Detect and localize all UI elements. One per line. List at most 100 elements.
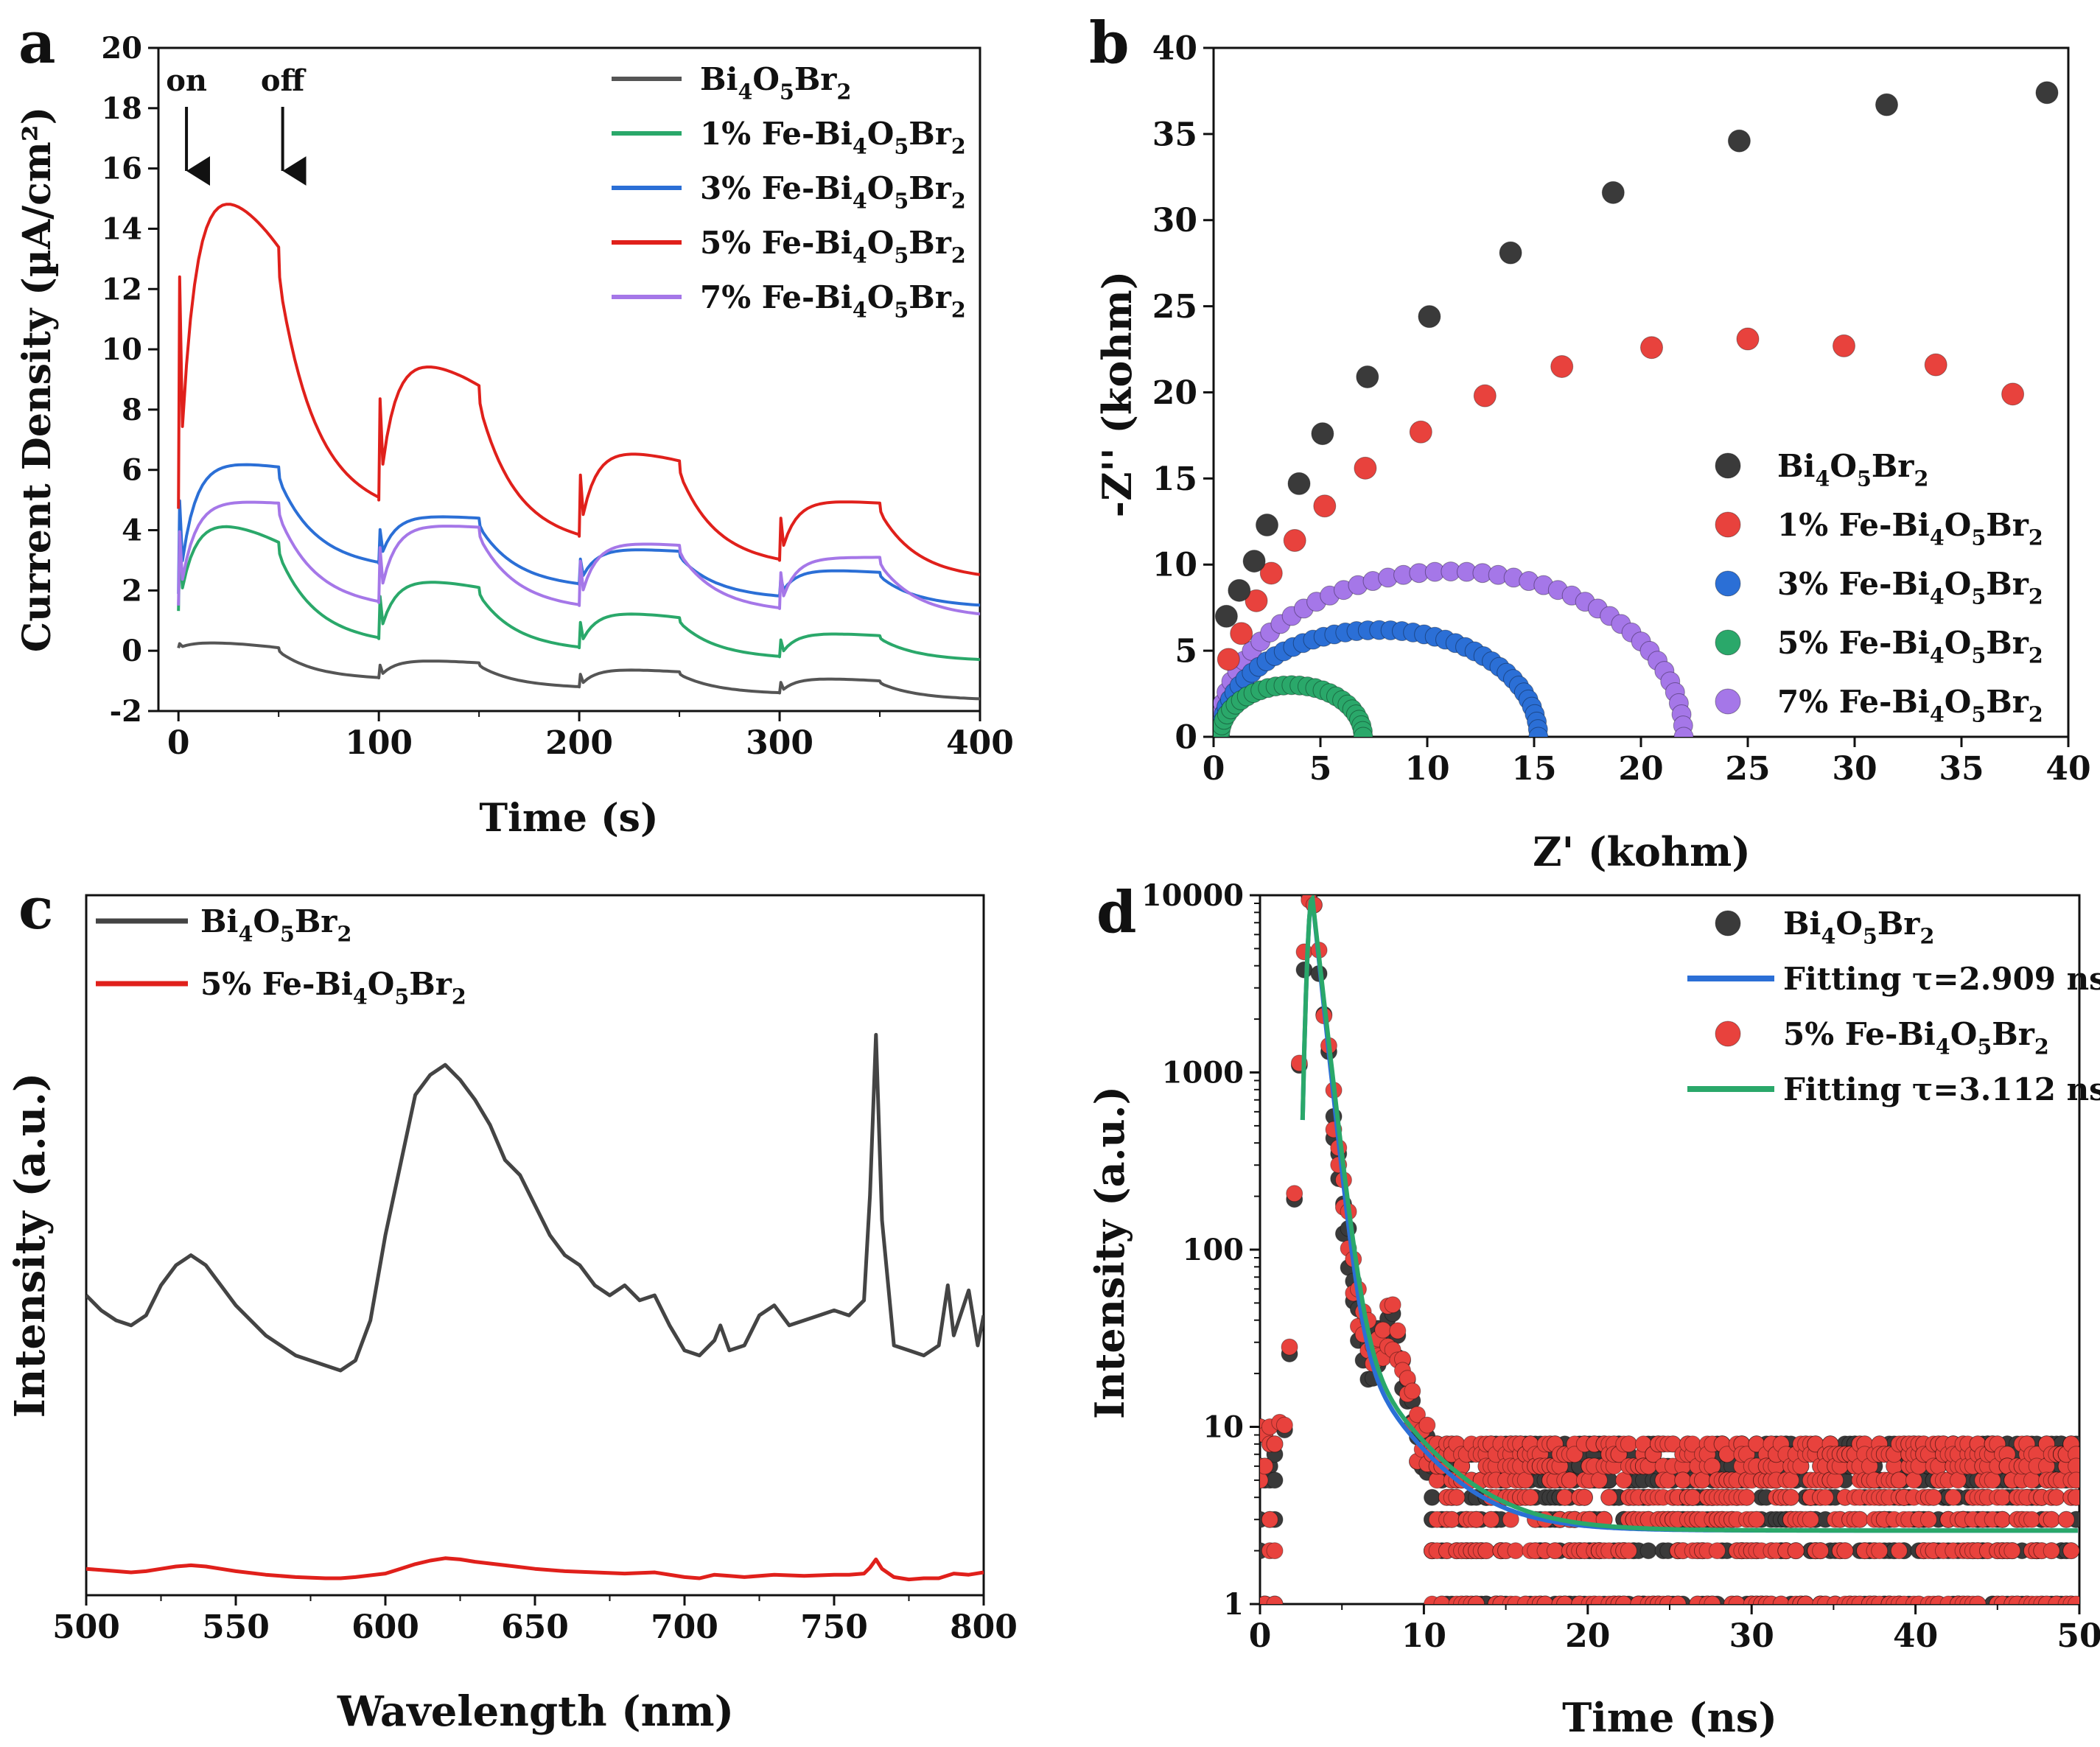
- data-point-b-1: [1924, 353, 1947, 377]
- data-point-d-2: [1674, 1471, 1692, 1489]
- y-tick-label-a: 2: [122, 573, 142, 608]
- data-point-b-0: [1356, 365, 1379, 388]
- data-point-d-2: [1266, 1542, 1284, 1560]
- data-point-b-1: [1409, 420, 1432, 444]
- data-point-d-2: [1890, 1542, 1908, 1560]
- legend-label-a-1: 1% Fe-Bi4​O5​Br2​: [700, 116, 966, 159]
- y-tick-label-a: 10: [101, 332, 142, 367]
- x-tick-label-b: 35: [1939, 750, 1984, 788]
- data-point-b-0: [1256, 513, 1278, 536]
- data-point-d-2: [1836, 1542, 1854, 1560]
- legend-label-b-0: Bi4​O5​Br2​: [1777, 448, 1928, 491]
- x-axis-title-d: Time (ns): [1562, 1694, 1777, 1741]
- legend-label-c-0: Bi4​O5​Br2​: [200, 903, 351, 947]
- y-tick-label-b: 25: [1152, 288, 1197, 326]
- x-axis-title-c: Wavelength (nm): [337, 1687, 734, 1736]
- data-point-b-1: [1354, 456, 1377, 480]
- data-point-d-0: [1295, 961, 1313, 978]
- data-point-d-2: [1260, 1457, 1274, 1475]
- data-point-d-2: [1812, 1542, 1830, 1560]
- y-tick-label-d: 100: [1183, 1233, 1245, 1267]
- x-tick-label-c: 650: [501, 1608, 569, 1646]
- x-tick-label-b: 10: [1404, 750, 1449, 788]
- y-tick-label-a: 8: [122, 393, 142, 427]
- data-point-d-2: [1851, 1510, 1869, 1528]
- x-tick-label-a: 200: [545, 724, 613, 762]
- y-tick-label-a: 0: [122, 634, 142, 668]
- data-point-d-2: [1871, 1542, 1889, 1560]
- data-point-b-1: [1313, 494, 1337, 518]
- data-point-d-2: [1433, 1595, 1451, 1604]
- x-tick-label-b: 30: [1832, 750, 1877, 788]
- data-point-d-2: [1281, 1338, 1298, 1356]
- data-point-d-2: [2068, 1471, 2079, 1489]
- x-tick-label-b: 5: [1309, 750, 1332, 788]
- y-axis-title-a: Current Density (µA/cm²): [15, 107, 60, 652]
- data-point-d-2: [1546, 1542, 1564, 1560]
- data-point-d-2: [1797, 1595, 1815, 1604]
- y-tick-label-d: 10000: [1141, 878, 1244, 913]
- legend-label-d-2: 5% Fe-Bi4​O5​Br2​: [1783, 1016, 2049, 1060]
- data-point-d-2: [1468, 1510, 1485, 1528]
- data-point-b-1: [1283, 529, 1306, 553]
- y-tick-label-b: 10: [1152, 547, 1197, 584]
- x-tick-label-b: 20: [1618, 750, 1663, 788]
- data-point-d-2: [1919, 1510, 1937, 1528]
- data-point-b-3: [1353, 727, 1373, 737]
- y-axis-title-b: -Z'' (kohm): [1093, 271, 1141, 518]
- data-point-d-2: [2048, 1488, 2065, 1506]
- series-line-a-4: [177, 500, 980, 616]
- x-tick-label-d: 0: [1249, 1617, 1272, 1655]
- panel-label-d: d: [1096, 879, 1137, 946]
- legend-marker-b-4: [1715, 688, 1741, 715]
- data-point-d-2: [1993, 1510, 2011, 1528]
- data-point-d-2: [1556, 1595, 1574, 1604]
- data-point-d-2: [2043, 1510, 2060, 1528]
- legend-label-d-0: Bi4​O5​Br2​: [1783, 906, 1934, 949]
- x-axis-title-a: Time (s): [479, 796, 658, 841]
- data-point-b-1: [1473, 384, 1497, 407]
- data-point-d-2: [1728, 1595, 1746, 1604]
- annotation-off: off: [261, 63, 307, 98]
- data-point-b-0: [1311, 422, 1334, 446]
- y-tick-label-a: 6: [122, 453, 142, 488]
- data-point-b-1: [1833, 334, 1855, 357]
- series-line-a-0: [177, 641, 980, 701]
- y-tick-label-b: 0: [1175, 718, 1197, 756]
- data-point-d-2: [1890, 1471, 1908, 1489]
- data-point-d-2: [1993, 1488, 2011, 1506]
- data-point-d-2: [1969, 1595, 1987, 1604]
- data-point-d-2: [1600, 1488, 1618, 1506]
- data-point-d-2: [1704, 1595, 1721, 1604]
- x-tick-label-d: 50: [2057, 1617, 2100, 1655]
- data-point-d-2: [2068, 1595, 2079, 1604]
- legend-label-a-3: 5% Fe-Bi4​O5​Br2​: [700, 225, 966, 268]
- data-point-b-0: [1418, 305, 1441, 329]
- data-point-b-1: [1230, 622, 1253, 645]
- data-point-d-2: [1468, 1595, 1485, 1604]
- y-tick-label-a: 12: [101, 272, 142, 307]
- data-point-d-2: [2023, 1510, 2041, 1528]
- x-tick-label-c: 500: [52, 1608, 120, 1646]
- data-point-d-2: [1816, 1488, 1834, 1506]
- data-point-d-0: [1266, 1471, 1284, 1489]
- data-point-d-2: [1772, 1595, 1790, 1604]
- y-axis-title-c: Intensity (a.u.): [6, 1073, 55, 1418]
- data-point-d-0: [1639, 1542, 1657, 1560]
- x-tick-label-c: 550: [202, 1608, 270, 1646]
- x-tick-label-c: 750: [800, 1608, 868, 1646]
- panel-label-a: a: [18, 10, 56, 77]
- data-point-d-2: [1389, 1322, 1407, 1340]
- data-point-d-2: [2003, 1542, 2021, 1560]
- data-point-d-2: [1261, 1510, 1278, 1528]
- data-point-d-2: [1522, 1488, 1539, 1506]
- data-point-b-0: [2035, 81, 2059, 105]
- data-point-b-1: [1640, 336, 1663, 360]
- y-tick-label-d: 10: [1203, 1410, 1244, 1445]
- data-point-b-1: [1245, 589, 1268, 612]
- data-point-d-2: [1620, 1435, 1637, 1453]
- y-tick-label-a: 16: [101, 152, 142, 186]
- data-point-b-1: [1217, 648, 1240, 671]
- data-point-d-2: [1536, 1595, 1554, 1604]
- data-point-d-2: [1266, 1435, 1284, 1453]
